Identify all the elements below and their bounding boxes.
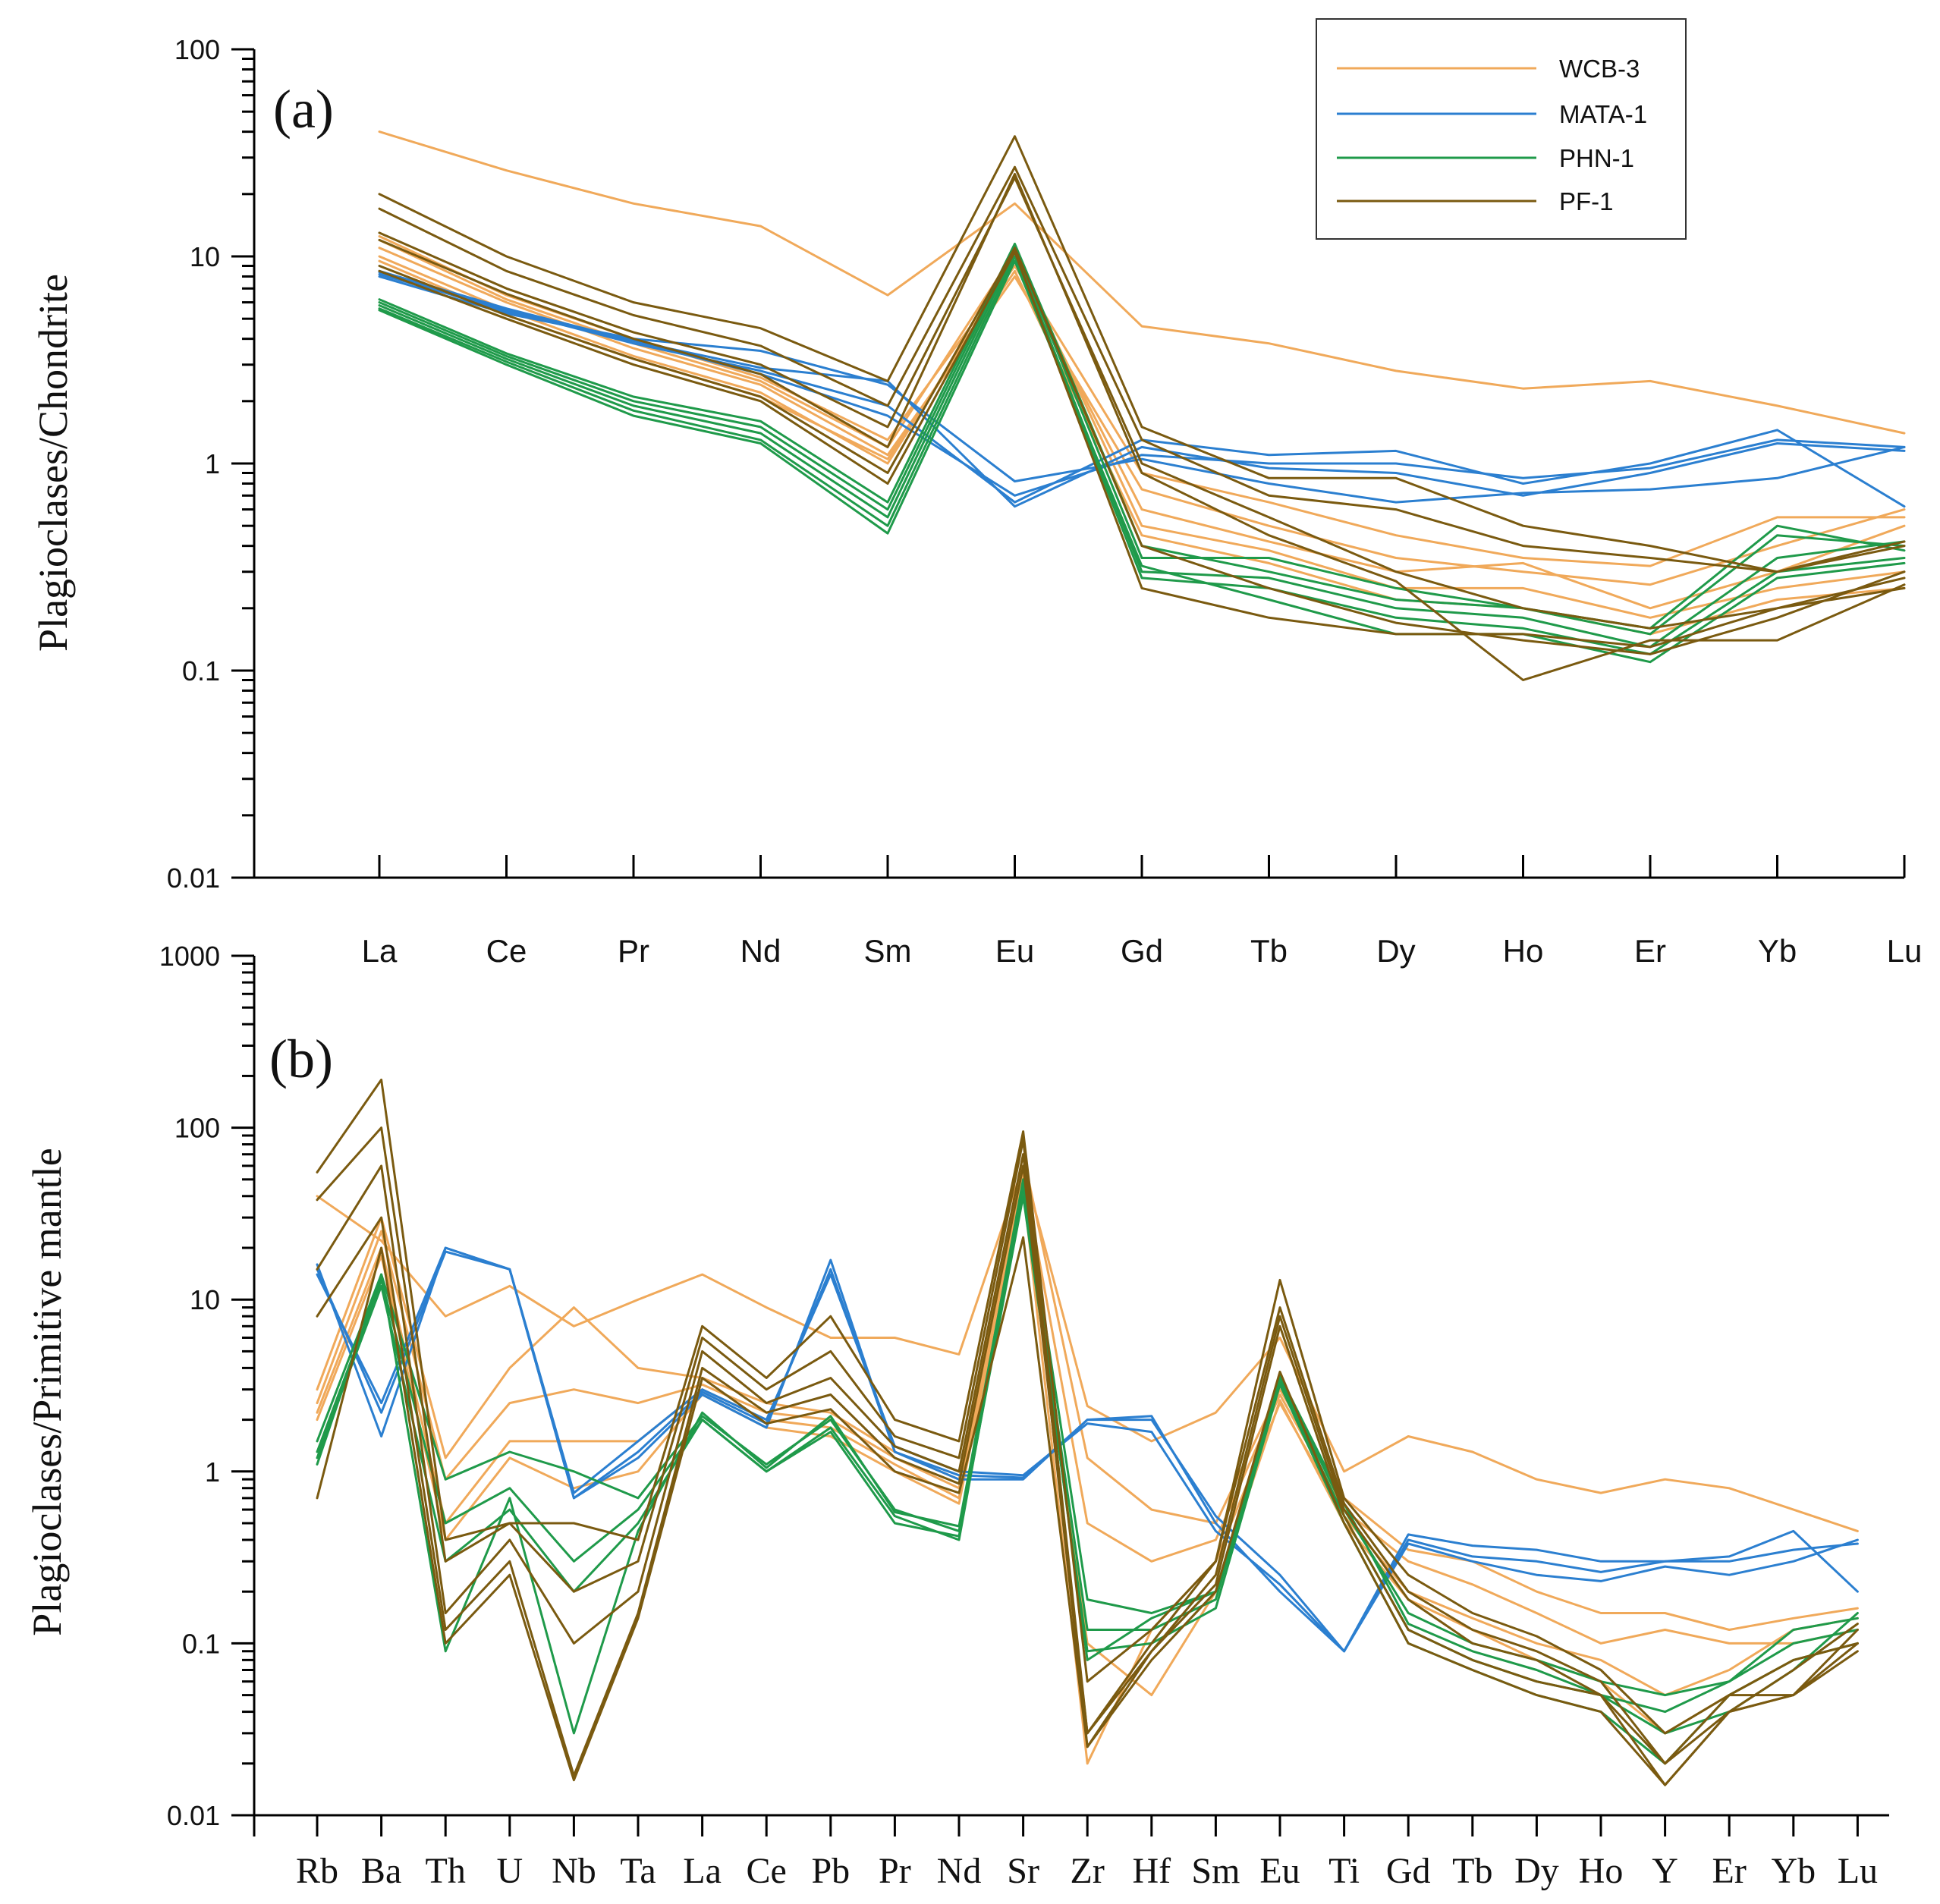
x-category-label-ce: Ce bbox=[486, 933, 527, 969]
series-line-pf-1-16 bbox=[378, 165, 1906, 573]
x-category-label-ba: Ba bbox=[361, 1851, 401, 1891]
series-line-mata-1-7 bbox=[316, 1246, 1859, 1653]
x-category-label-eu: Eu bbox=[1259, 1851, 1300, 1891]
panel-b-x-ticks: Rb Ba Th U Nb Ta La Ce Pb Pr Nd Sr Zr Hf Sm Eu Ti Gd Tb Dy H… bbox=[253, 1815, 1878, 1891]
x-category-label-rb: Rb bbox=[296, 1851, 338, 1891]
x-category-label-er: Er bbox=[1712, 1851, 1747, 1891]
panel-a-chondrite-plot: 100 10 1 0.1 0.01 La Ce Pr Nd Sm Eu Gd Tb Dy Ho Er Yb Lu… bbox=[30, 18, 1923, 969]
series-line-pf-1-15 bbox=[316, 1164, 1859, 1777]
series-line-pf-1-20 bbox=[378, 250, 1906, 649]
y-tick-label: 0.1 bbox=[182, 1628, 220, 1659]
panel-b-y-axis-title: Plagioclases/Primitive mantle bbox=[24, 1148, 70, 1635]
x-category-label-u: U bbox=[496, 1851, 523, 1891]
series-line-wcb-3-0 bbox=[316, 1164, 1859, 1532]
panel-a-y-ticks: 100 10 1 0.1 0.01 bbox=[167, 34, 254, 894]
x-category-label-pr: Pr bbox=[618, 933, 649, 969]
series-line-wcb-3-2 bbox=[378, 247, 1906, 586]
series-line-phn-1-10 bbox=[378, 247, 1906, 636]
series-line-wcb-3-4 bbox=[316, 1186, 1859, 1765]
x-category-label-ce: Ce bbox=[747, 1851, 787, 1891]
legend-label-wcb3: WCB-3 bbox=[1559, 55, 1640, 83]
x-category-label-tb: Tb bbox=[1452, 1851, 1492, 1891]
panel-a-label: (a) bbox=[273, 79, 334, 140]
legend-label-phn1: PHN-1 bbox=[1559, 144, 1634, 172]
series-line-pf-1-12 bbox=[316, 1078, 1859, 1735]
series-line-pf-1-17 bbox=[378, 176, 1906, 630]
y-tick-label: 0.01 bbox=[167, 862, 220, 894]
x-category-label-ta: Ta bbox=[620, 1851, 656, 1891]
panel-b-y-ticks: 1000 100 10 1 0.1 0.01 bbox=[159, 941, 254, 1831]
series-line-wcb-3-1 bbox=[316, 1153, 1859, 1631]
legend-box bbox=[1316, 18, 1687, 240]
legend-label-mata1: MATA-1 bbox=[1559, 100, 1647, 128]
y-tick-label: 10 bbox=[190, 241, 220, 272]
y-tick-label: 1 bbox=[205, 448, 220, 479]
x-category-label-nd: Nd bbox=[937, 1851, 982, 1891]
x-category-label-lu: Lu bbox=[1838, 1851, 1878, 1891]
legend-label-pf1: PF-1 bbox=[1559, 187, 1614, 215]
x-category-label-dy: Dy bbox=[1376, 933, 1415, 969]
x-category-label-la: La bbox=[683, 1851, 722, 1891]
series-line-pf-1-18 bbox=[378, 172, 1906, 681]
series-line-wcb-3-2 bbox=[316, 1170, 1859, 1645]
x-category-label-y: Y bbox=[1652, 1851, 1678, 1891]
x-category-label-la: La bbox=[362, 933, 398, 969]
y-tick-label: 1 bbox=[205, 1456, 220, 1488]
series-line-pf-1-15 bbox=[378, 135, 1906, 573]
panel-a-x-ticks: La Ce Pr Nd Sm Eu Gd Tb Dy Ho Er Yb Lu bbox=[362, 855, 1923, 969]
series-line-phn-1-8 bbox=[316, 1178, 1859, 1697]
panel-b-series-group bbox=[316, 1078, 1859, 1786]
panel-a-series-group bbox=[378, 130, 1906, 681]
x-category-label-hf: Hf bbox=[1132, 1851, 1171, 1891]
y-tick-label: 100 bbox=[175, 34, 220, 65]
series-line-pf-1-13 bbox=[316, 1126, 1859, 1765]
x-category-label-gd: Gd bbox=[1121, 933, 1163, 969]
panel-b-primitive-mantle-plot: 1000 100 10 1 0.1 0.01 Rb Ba Th U Nb Ta La Ce Pb Pr Nd S… bbox=[24, 941, 1889, 1891]
x-category-label-yb: Yb bbox=[1758, 933, 1797, 969]
series-line-mata-1-7 bbox=[378, 275, 1906, 504]
series-line-pf-1-19 bbox=[378, 247, 1906, 655]
x-category-label-nd: Nd bbox=[740, 933, 781, 969]
x-category-label-sr: Sr bbox=[1007, 1851, 1039, 1891]
series-line-pf-1-16 bbox=[316, 1236, 1859, 1786]
x-category-label-zr: Zr bbox=[1071, 1851, 1105, 1891]
x-category-label-ho: Ho bbox=[1503, 933, 1544, 969]
x-category-label-er: Er bbox=[1634, 933, 1666, 969]
y-tick-label: 1000 bbox=[159, 941, 220, 972]
x-category-label-gd: Gd bbox=[1386, 1851, 1431, 1891]
y-tick-label: 0.01 bbox=[167, 1800, 220, 1831]
series-line-wcb-3-0 bbox=[378, 130, 1906, 435]
panel-a-y-axis-title: Plagioclases/Chondrite bbox=[30, 274, 76, 652]
series-line-mata-1-9 bbox=[378, 271, 1906, 497]
x-category-label-ho: Ho bbox=[1579, 1851, 1624, 1891]
x-category-label-eu: Eu bbox=[995, 933, 1034, 969]
y-tick-label: 100 bbox=[175, 1113, 220, 1144]
x-category-label-th: Th bbox=[426, 1851, 466, 1891]
series-line-wcb-3-3 bbox=[378, 255, 1906, 610]
x-category-label-tb: Tb bbox=[1250, 933, 1288, 969]
y-tick-label: 0.1 bbox=[182, 655, 220, 687]
x-category-label-sm: Sm bbox=[864, 933, 912, 969]
x-category-label-lu: Lu bbox=[1887, 933, 1923, 969]
y-tick-label: 10 bbox=[190, 1284, 220, 1315]
x-category-label-yb: Yb bbox=[1771, 1851, 1816, 1891]
series-line-mata-1-5 bbox=[316, 1246, 1859, 1653]
x-category-label-nb: Nb bbox=[552, 1851, 596, 1891]
legend: WCB-3 MATA-1 PHN-1 PF-1 bbox=[1316, 18, 1687, 240]
x-category-label-pr: Pr bbox=[879, 1851, 911, 1891]
series-line-phn-1-14 bbox=[378, 259, 1906, 664]
x-category-label-sm: Sm bbox=[1191, 1851, 1240, 1891]
panel-b-label: (b) bbox=[269, 1029, 333, 1089]
x-category-label-pb: Pb bbox=[811, 1851, 850, 1891]
x-category-label-dy: Dy bbox=[1514, 1851, 1559, 1891]
x-category-label-ti: Ti bbox=[1328, 1851, 1360, 1891]
series-line-mata-1-6 bbox=[316, 1250, 1859, 1653]
